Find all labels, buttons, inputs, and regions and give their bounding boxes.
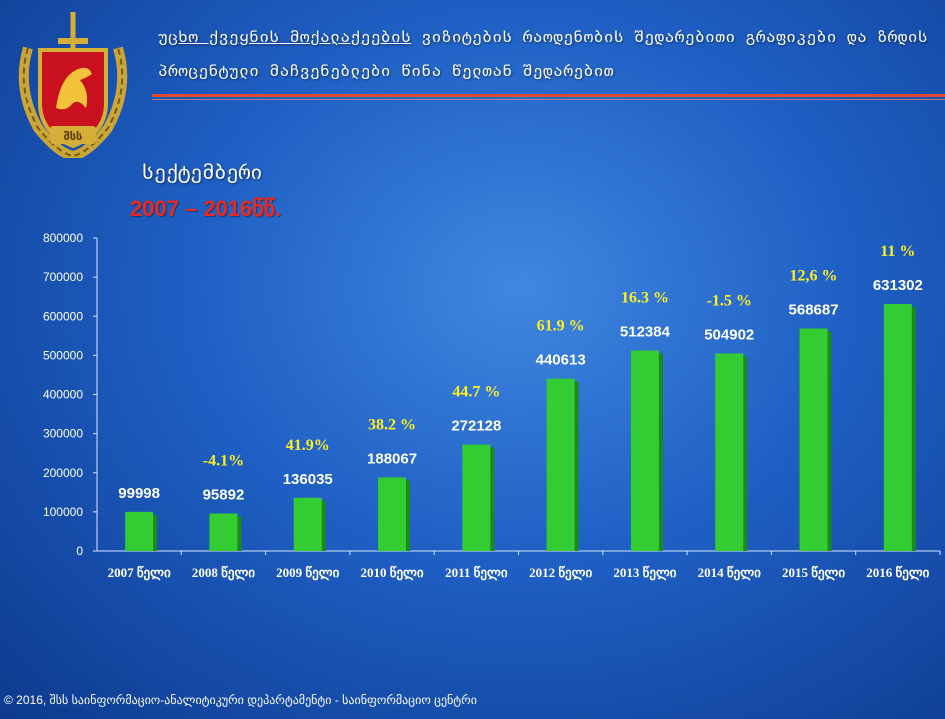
x-tick-label: 2010 წელი (360, 565, 423, 581)
y-tick-label: 800000 (43, 231, 83, 245)
x-tick-label: 2012 წელი (529, 565, 592, 581)
percent-change-label: 12,6 % (790, 268, 838, 285)
percent-change-label: 44.7 % (452, 384, 500, 401)
bars-group (125, 304, 916, 551)
percent-change-label: 61.9 % (537, 318, 585, 335)
y-tick-label: 0 (76, 544, 83, 558)
y-tick-label: 200000 (43, 466, 83, 480)
value-label: 188067 (367, 450, 417, 467)
bar (631, 351, 659, 551)
y-axis: 0 100000 200000 300000 400000 500000 600000 700… (43, 231, 97, 558)
x-tick-label: 2014 წელი (698, 565, 761, 581)
value-label: 99998 (118, 485, 160, 502)
bar (294, 498, 322, 551)
x-tick-label: 2008 წელი (192, 565, 255, 581)
bar (462, 445, 490, 551)
y-tick-label: 600000 (43, 309, 83, 323)
value-label: 568687 (789, 302, 839, 319)
percent-change-label: 11 % (880, 243, 915, 260)
value-label: 136035 (283, 471, 333, 488)
percent-change-label: 16.3 % (621, 290, 669, 307)
bar (378, 477, 406, 551)
value-label: 631302 (873, 277, 923, 294)
bar (547, 379, 575, 551)
bar (800, 329, 828, 551)
y-tick-label: 300000 (43, 427, 83, 441)
value-label: 440613 (536, 352, 586, 369)
x-tick-label: 2015 წელი (782, 565, 845, 581)
x-tick-label: 2011 წელი (445, 565, 508, 581)
value-label: 504902 (704, 326, 754, 343)
y-tick-label: 500000 (43, 348, 83, 362)
value-label: 512384 (620, 324, 671, 341)
footer-copyright: © 2016, შსს საინფორმაციო-ანალიტიკური დეპ… (4, 693, 477, 707)
bar (884, 304, 912, 551)
x-tick-label: 2009 წელი (276, 565, 339, 581)
bar (715, 353, 743, 551)
bar (209, 513, 237, 551)
x-tick-label: 2007 წელი (108, 565, 171, 581)
percent-change-label: -4.1% (203, 452, 244, 469)
x-axis: 2007 წელი 2008 წელი 2009 წელი 2010 წელი 2011… (97, 551, 940, 581)
y-tick-label: 700000 (43, 270, 83, 284)
value-label: 272128 (451, 418, 501, 435)
bar (125, 512, 153, 551)
percent-change-label: -1.5 % (707, 292, 752, 309)
percent-change-label: 41.9% (286, 437, 330, 454)
value-label: 95892 (203, 486, 245, 503)
y-tick-label: 400000 (43, 388, 83, 402)
x-tick-label: 2016 წელი (866, 565, 929, 581)
percent-change-label: 38.2 % (368, 416, 416, 433)
y-tick-label: 100000 (43, 505, 83, 519)
x-tick-label: 2013 წელი (613, 565, 676, 581)
